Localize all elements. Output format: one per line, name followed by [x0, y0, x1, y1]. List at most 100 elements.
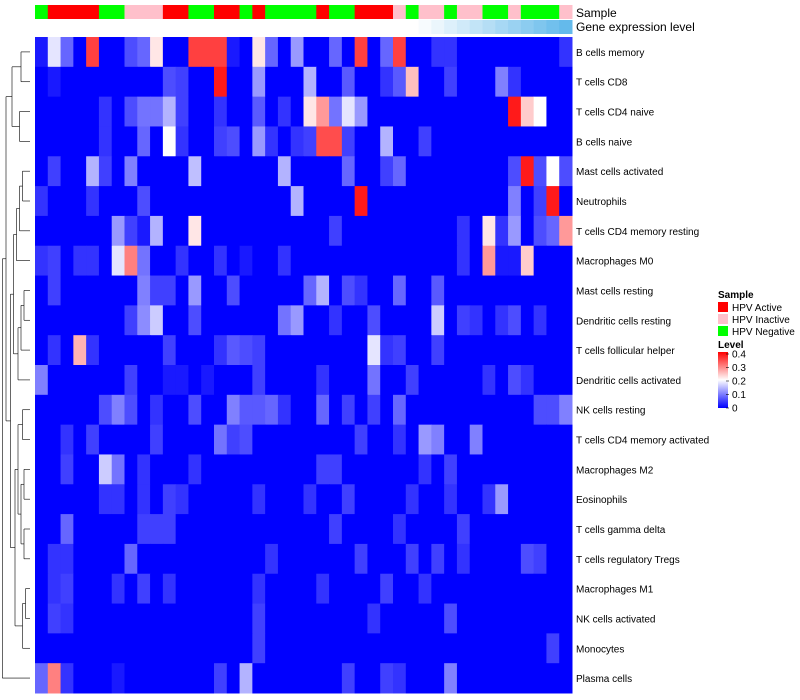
heatmap-cell: [277, 484, 292, 515]
heatmap-cell: [162, 663, 177, 694]
heatmap-cell: [239, 484, 253, 515]
heatmap-cell: [405, 66, 420, 98]
heatmap-cell: [533, 186, 547, 217]
expression-annotation-cell: [405, 20, 420, 34]
heatmap-cell: [35, 543, 49, 575]
heatmap-cell: [98, 126, 113, 157]
heatmap-cell: [329, 126, 343, 157]
heatmap-cell: [150, 573, 164, 605]
heatmap-cell: [162, 126, 177, 157]
heatmap-cell: [188, 543, 202, 575]
expression-annotation-cell: [329, 20, 343, 34]
heatmap-cell: [214, 37, 228, 68]
heatmap-cell: [98, 215, 113, 247]
heatmap-cell: [329, 335, 343, 366]
heatmap-cell: [47, 186, 62, 217]
sample-annotation-cell: [367, 5, 381, 19]
heatmap-cell: [86, 633, 100, 664]
heatmap-cell: [469, 335, 483, 366]
heatmap-cell: [508, 245, 522, 277]
heatmap-cell: [546, 603, 560, 634]
heatmap-cell: [150, 633, 164, 664]
heatmap-cell: [393, 66, 407, 98]
heatmap-cell: [393, 543, 407, 575]
heatmap-cell: [354, 215, 368, 247]
heatmap-cell: [35, 186, 49, 217]
heatmap-cell: [60, 603, 74, 634]
heatmap-cell: [533, 603, 547, 634]
heatmap-cell: [431, 305, 445, 336]
heatmap-cell: [86, 215, 100, 247]
heatmap-cell: [265, 186, 279, 217]
heatmap-cell: [214, 215, 228, 247]
heatmap-cell: [290, 394, 304, 426]
expression-annotation-cell: [303, 20, 317, 34]
heatmap-cell: [456, 156, 471, 187]
heatmap-cell: [175, 663, 189, 694]
heatmap-cell: [201, 156, 215, 187]
heatmap-cell: [495, 514, 509, 545]
heatmap-cell: [226, 663, 241, 694]
expression-annotation-cell: [418, 20, 432, 34]
heatmap-cell: [469, 603, 483, 634]
heatmap-cell: [380, 215, 394, 247]
heatmap-cell: [111, 186, 125, 217]
heatmap-cell: [277, 454, 292, 485]
sample-annotation-cell: [150, 5, 164, 19]
heatmap-cell: [265, 514, 279, 545]
heatmap-cell: [456, 126, 471, 157]
heatmap-cell: [150, 37, 164, 68]
heatmap-cell: [265, 454, 279, 485]
heatmap-cell: [520, 365, 535, 396]
heatmap-cell: [277, 305, 292, 336]
heatmap-cell: [162, 365, 177, 396]
heatmap-cell: [47, 126, 62, 157]
heatmap-cell: [162, 66, 177, 98]
heatmap-cell: [482, 573, 496, 605]
heatmap-cell: [124, 66, 138, 98]
heatmap-cell: [124, 603, 138, 634]
row-label: Macrophages M2: [576, 465, 654, 476]
heatmap-cell: [533, 37, 547, 68]
heatmap-cell: [482, 66, 496, 98]
heatmap-cell: [137, 66, 151, 98]
heatmap-cell: [188, 305, 202, 336]
heatmap-cell: [47, 633, 62, 664]
heatmap-cell: [546, 66, 560, 98]
heatmap-cell: [277, 275, 292, 306]
heatmap-cell: [239, 275, 253, 306]
heatmap-cell: [226, 275, 241, 306]
heatmap-cell: [265, 633, 279, 664]
heatmap-cell: [469, 37, 483, 68]
heatmap-cell: [239, 156, 253, 187]
heatmap-cell: [239, 454, 253, 485]
heatmap-cell: [418, 633, 432, 664]
sample-annotation-cell: [277, 5, 292, 19]
heatmap-cell: [277, 603, 292, 634]
heatmap-cell: [367, 215, 381, 247]
heatmap-cell: [354, 335, 368, 366]
expression-annotation-cell: [86, 20, 100, 34]
heatmap-cell: [265, 245, 279, 277]
heatmap-cell: [137, 633, 151, 664]
heatmap-cell: [393, 573, 407, 605]
heatmap-cell: [98, 603, 113, 634]
heatmap-cell: [533, 245, 547, 277]
heatmap-cell: [520, 424, 535, 455]
heatmap-cell: [418, 603, 432, 634]
heatmap-cells: [35, 37, 573, 694]
sample-annotation-cell: [73, 5, 87, 19]
heatmap-cell: [546, 424, 560, 455]
heatmap-cell: [367, 186, 381, 217]
heatmap-cell: [86, 186, 100, 217]
heatmap-cell: [252, 96, 266, 127]
heatmap-cell: [201, 365, 215, 396]
heatmap-cell: [124, 484, 138, 515]
heatmap-cell: [239, 215, 253, 247]
heatmap-cell: [188, 186, 202, 217]
heatmap-cell: [546, 245, 560, 277]
heatmap-cell: [226, 186, 241, 217]
heatmap-cell: [111, 633, 125, 664]
heatmap-cell: [354, 305, 368, 336]
heatmap-cell: [456, 573, 471, 605]
